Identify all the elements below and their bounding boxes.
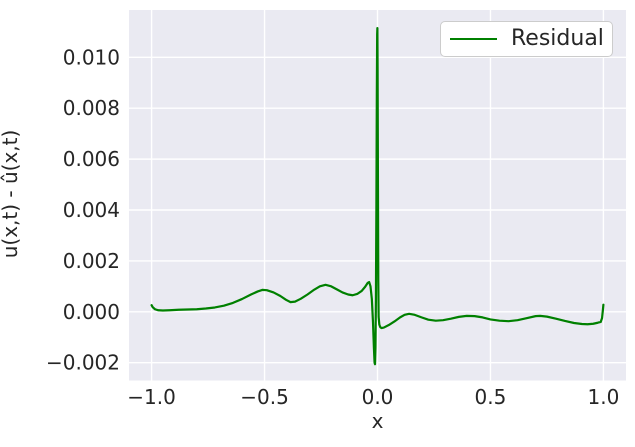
y-tick-label: 0.006 [63,147,120,171]
x-tick-label: 0.0 [362,385,394,409]
y-tick-label: 0.000 [63,300,120,324]
y-tick-label: −0.002 [46,351,120,375]
y-tick-label: 0.004 [63,198,120,222]
x-tick-label: −1.0 [127,385,176,409]
y-tick-label: 0.008 [63,96,120,120]
y-tick-label: 0.010 [63,45,120,69]
y-axis-label: u(x,t) - û(x,t) [0,130,22,259]
x-axis-label: x [372,409,384,433]
legend-label: Residual [511,26,604,51]
residual-line [150,26,605,366]
x-tick-label: 0.5 [475,385,507,409]
legend-line-sample-icon [450,38,497,40]
y-tick-label: 0.002 [63,249,120,273]
legend: Residual [440,21,613,57]
x-tick-label: −0.5 [240,385,289,409]
x-tick-label: 1.0 [588,385,620,409]
